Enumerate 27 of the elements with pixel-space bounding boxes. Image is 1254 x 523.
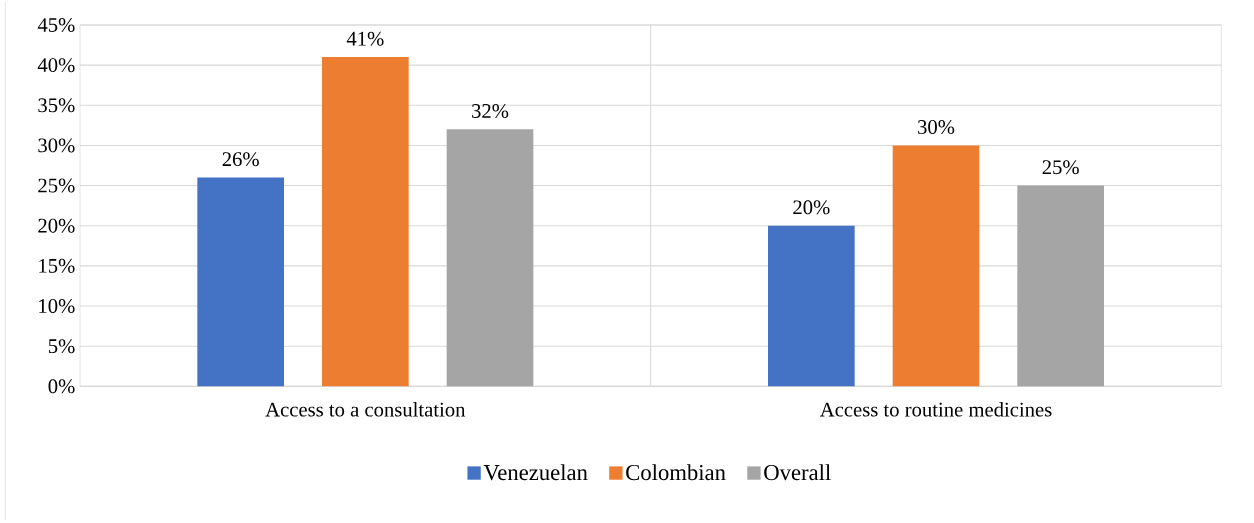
data-label: 41% <box>346 31 384 46</box>
bar <box>768 225 855 387</box>
data-label: 26% <box>222 152 259 167</box>
y-tick-label: 0% <box>48 379 75 394</box>
y-tick-label: 5% <box>48 339 75 354</box>
bar <box>322 57 409 387</box>
bar <box>197 177 285 387</box>
data-label: 32% <box>472 103 509 118</box>
bar <box>892 145 980 387</box>
x-tick-label: Access to a consultation <box>265 402 466 417</box>
data-label: 20% <box>793 200 830 215</box>
legend-label: Colombian <box>626 464 726 481</box>
bar <box>1017 185 1104 387</box>
data-label: 25% <box>1042 160 1079 175</box>
bar <box>446 129 534 387</box>
y-tick-label: 15% <box>39 258 75 273</box>
y-tick-label: 40% <box>37 58 75 73</box>
data-label: 30% <box>918 120 955 135</box>
x-tick-label: Access to routine medicines <box>820 402 1052 417</box>
y-tick-label: 30% <box>38 138 75 153</box>
legend-label: Overall <box>764 464 831 481</box>
legend-label: Venezuelan <box>483 464 588 481</box>
y-tick-label: 35% <box>38 98 75 113</box>
y-tick-label: 10% <box>39 299 75 314</box>
y-tick-label: 25% <box>38 178 75 193</box>
y-tick-label: 20% <box>38 218 75 233</box>
y-tick-label: 45% <box>37 17 75 32</box>
